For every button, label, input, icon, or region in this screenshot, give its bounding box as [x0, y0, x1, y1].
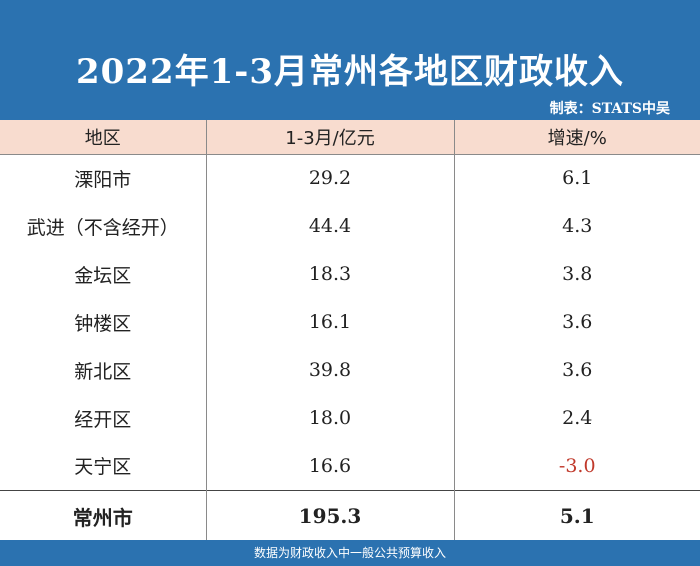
growth-cell: 4.3 — [453, 202, 700, 250]
region-cell: 天宁区 — [74, 456, 132, 479]
region-cell: 钟楼区 — [74, 312, 132, 335]
growth-cell: 3.6 — [453, 298, 700, 346]
region-cell: 金坛区 — [74, 264, 132, 287]
total-revenue-cell: 195.3 — [205, 489, 454, 542]
region-cell: 溧阳市 — [74, 168, 132, 191]
table-header-row: 地区 1-3月/亿元 增速/% — [0, 120, 700, 155]
column-header-growth: 增速/% — [453, 120, 700, 155]
region-cell: 新北区 — [74, 360, 132, 383]
growth-cell-negative: -3.0 — [453, 442, 700, 490]
revenue-cell: 29.2 — [205, 154, 454, 202]
table-row: 新北区 39.8 3.6 — [0, 346, 700, 394]
revenue-cell: 16.1 — [205, 298, 454, 346]
table-row: 钟楼区 16.1 3.6 — [0, 298, 700, 346]
maker-credit: 制表：STATS中吴 — [549, 101, 670, 117]
total-region-cell: 常州市 — [0, 489, 206, 542]
total-row: 常州市 195.3 5.1 — [0, 489, 700, 542]
revenue-cell: 18.3 — [205, 250, 454, 298]
growth-cell: 3.6 — [453, 346, 700, 394]
table-row: 金坛区 18.3 3.8 — [0, 250, 700, 298]
column-header-revenue: 1-3月/亿元 — [205, 120, 454, 155]
table-row: 溧阳市 29.2 6.1 — [0, 154, 700, 202]
revenue-cell: 44.4 — [205, 202, 454, 250]
revenue-cell: 18.0 — [205, 394, 454, 442]
total-growth-cell: 5.1 — [453, 489, 700, 542]
column-header-region: 地区 — [0, 120, 206, 155]
revenue-table: 地区 1-3月/亿元 增速/% 溧阳市 29.2 6.1 武进（不含经开） 44… — [0, 120, 700, 542]
region-cell: 经开区 — [74, 408, 132, 431]
revenue-cell: 16.6 — [205, 442, 454, 490]
growth-cell: 6.1 — [453, 154, 700, 202]
region-cell: 武进（不含经开） — [26, 216, 179, 239]
header-banner: 2022年1-3月常州各地区财政收入 制表：STATS中吴 — [0, 0, 700, 120]
footer-note: 数据为财政收入中一般公共预算收入 — [0, 540, 700, 566]
table-row: 武进（不含经开） 44.4 4.3 — [0, 202, 700, 250]
page-title: 2022年1-3月常州各地区财政收入 — [75, 52, 625, 92]
revenue-cell: 39.8 — [205, 346, 454, 394]
table-row: 经开区 18.0 2.4 — [0, 394, 700, 442]
growth-cell: 3.8 — [453, 250, 700, 298]
growth-cell: 2.4 — [453, 394, 700, 442]
table-row: 天宁区 16.6 -3.0 — [0, 442, 700, 490]
